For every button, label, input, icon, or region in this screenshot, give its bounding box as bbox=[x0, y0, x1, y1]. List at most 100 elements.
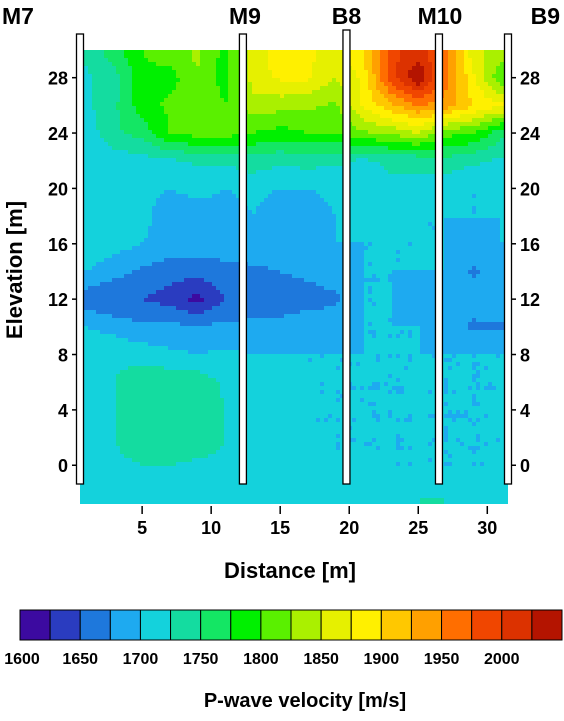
heatmap-cell bbox=[476, 206, 481, 211]
heatmap-cell bbox=[172, 98, 177, 103]
heatmap-cell bbox=[112, 226, 117, 231]
heatmap-cell bbox=[420, 110, 425, 115]
heatmap-cell bbox=[408, 54, 413, 59]
heatmap-cell bbox=[148, 186, 153, 191]
heatmap-cell bbox=[152, 158, 157, 163]
heatmap-cell bbox=[88, 98, 93, 103]
heatmap-cell bbox=[324, 182, 329, 187]
heatmap-cell bbox=[324, 118, 329, 123]
heatmap-cell bbox=[100, 158, 105, 163]
heatmap-cell bbox=[464, 202, 469, 207]
heatmap-cell bbox=[468, 226, 473, 231]
heatmap-cell bbox=[132, 218, 137, 223]
heatmap-cell bbox=[104, 146, 109, 151]
heatmap-cell bbox=[180, 106, 185, 111]
heatmap-cell bbox=[88, 162, 93, 167]
heatmap-cell bbox=[164, 202, 169, 207]
heatmap-cell bbox=[88, 58, 93, 63]
heatmap-cell bbox=[172, 174, 177, 179]
heatmap-cell bbox=[480, 82, 485, 87]
heatmap-cell bbox=[464, 146, 469, 151]
heatmap-cell bbox=[352, 54, 357, 59]
heatmap-cell bbox=[92, 126, 97, 131]
heatmap-cell bbox=[264, 70, 269, 75]
heatmap-cell bbox=[380, 154, 385, 159]
heatmap-cell bbox=[96, 138, 101, 143]
heatmap-cell bbox=[400, 74, 405, 79]
heatmap-cell bbox=[488, 134, 493, 139]
heatmap-cell bbox=[372, 230, 377, 235]
heatmap-cell bbox=[308, 226, 313, 231]
heatmap-cell bbox=[164, 50, 169, 55]
heatmap-cell bbox=[148, 210, 153, 215]
heatmap-cell bbox=[276, 202, 281, 207]
heatmap-cell bbox=[92, 94, 97, 99]
heatmap-cell bbox=[420, 222, 425, 227]
heatmap-cell bbox=[88, 122, 93, 127]
heatmap-cell bbox=[292, 170, 297, 175]
heatmap-cell bbox=[228, 170, 233, 175]
heatmap-cell bbox=[500, 110, 505, 115]
heatmap-cell bbox=[208, 210, 213, 215]
heatmap-cell bbox=[280, 142, 285, 147]
heatmap-cell bbox=[184, 186, 189, 191]
heatmap-cell bbox=[416, 110, 421, 115]
heatmap-cell bbox=[328, 126, 333, 131]
heatmap-cell bbox=[336, 122, 341, 127]
heatmap-cell bbox=[136, 94, 141, 99]
heatmap-cell bbox=[412, 178, 417, 183]
heatmap-cell bbox=[260, 110, 265, 115]
heatmap-cell bbox=[428, 218, 433, 223]
heatmap-cell bbox=[100, 190, 105, 195]
heatmap-cell bbox=[236, 122, 241, 127]
heatmap-cell bbox=[124, 106, 129, 111]
heatmap-cell bbox=[340, 234, 345, 239]
heatmap-cell bbox=[268, 102, 273, 107]
heatmap-cell bbox=[448, 70, 453, 75]
heatmap-cell bbox=[112, 230, 117, 235]
heatmap-cell bbox=[120, 78, 125, 83]
heatmap-cell bbox=[120, 114, 125, 119]
heatmap-cell bbox=[168, 158, 173, 163]
heatmap-cell bbox=[372, 186, 377, 191]
heatmap-cell bbox=[396, 162, 401, 167]
heatmap-cell bbox=[236, 102, 241, 107]
heatmap-cell bbox=[288, 62, 293, 67]
heatmap-cell bbox=[380, 178, 385, 183]
heatmap-cell bbox=[132, 82, 137, 87]
heatmap-cell bbox=[168, 62, 173, 67]
heatmap-cell bbox=[260, 158, 265, 163]
heatmap-cell bbox=[408, 150, 413, 155]
heatmap-cell bbox=[108, 146, 113, 151]
heatmap-cell bbox=[172, 82, 177, 87]
heatmap-cell bbox=[176, 158, 181, 163]
heatmap-cell bbox=[268, 178, 273, 183]
heatmap-cell bbox=[428, 134, 433, 139]
heatmap-cell bbox=[364, 218, 369, 223]
heatmap-cell bbox=[316, 90, 321, 95]
heatmap-cell bbox=[312, 190, 317, 195]
heatmap-cell bbox=[500, 226, 505, 231]
heatmap-cell bbox=[400, 62, 405, 67]
heatmap-cell bbox=[268, 166, 273, 171]
heatmap-cell bbox=[380, 110, 385, 115]
heatmap-cell bbox=[400, 226, 405, 231]
heatmap-cell bbox=[252, 142, 257, 147]
heatmap-cell bbox=[160, 142, 165, 147]
heatmap-cell bbox=[128, 234, 133, 239]
heatmap-cell bbox=[456, 62, 461, 67]
heatmap-cell bbox=[320, 162, 325, 167]
heatmap-cell bbox=[236, 126, 241, 131]
heatmap-cell bbox=[420, 158, 425, 163]
heatmap-cell bbox=[320, 50, 325, 55]
heatmap-cell bbox=[100, 78, 105, 83]
heatmap-cell bbox=[448, 106, 453, 111]
heatmap-cell bbox=[476, 86, 481, 91]
heatmap-cell bbox=[196, 134, 201, 139]
heatmap-cell bbox=[304, 70, 309, 75]
heatmap-cell bbox=[168, 206, 173, 211]
heatmap-cell bbox=[248, 146, 253, 151]
heatmap-cell bbox=[104, 122, 109, 127]
heatmap-cell bbox=[228, 214, 233, 219]
heatmap-cell bbox=[248, 114, 253, 119]
